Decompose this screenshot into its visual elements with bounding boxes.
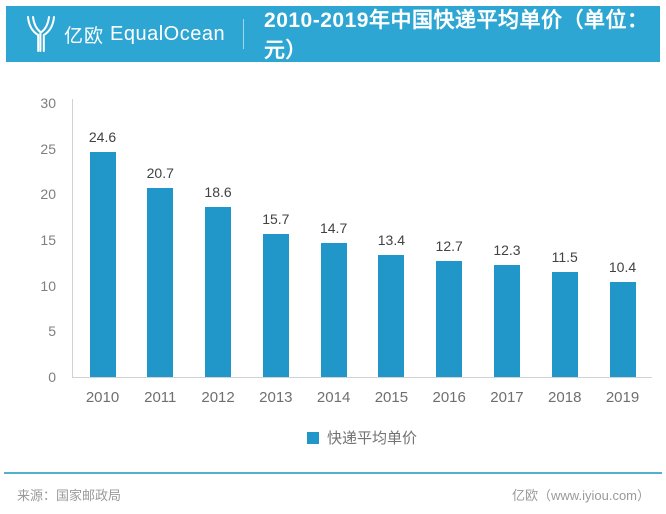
legend: 快递平均单价: [72, 427, 652, 448]
x-tick-label: 2011: [144, 389, 177, 406]
bar-value-label: 20.7: [146, 164, 174, 181]
x-tick-label: 2016: [432, 389, 466, 406]
bar-2012: [205, 207, 232, 377]
bar-2019: [609, 282, 636, 377]
bar-value-label: 18.6: [204, 184, 232, 201]
x-tick-label: 2014: [316, 389, 351, 406]
bar-2015: [378, 254, 405, 377]
header-banner: 亿欧 EqualOcean 2010-2019年中国快递平均单价（单位：元）: [6, 6, 660, 62]
bar-value-label: 24.6: [88, 129, 117, 146]
y-tick-label: 30: [40, 95, 56, 111]
y-tick-label: 25: [40, 140, 56, 157]
bar-2016: [436, 261, 463, 377]
bar-value-label: 12.3: [493, 241, 521, 258]
equalocean-y-logo-icon: [27, 16, 55, 52]
x-axis-line: [72, 377, 652, 378]
bar-value-label: 11.5: [551, 248, 578, 265]
x-tick-label: 2017: [490, 389, 524, 406]
bar-2018: [551, 271, 578, 377]
x-tick-label: 2018: [548, 389, 582, 406]
bar-value-label: 15.7: [262, 210, 290, 227]
bar-2011: [147, 187, 174, 377]
y-tick-label: 5: [48, 323, 56, 340]
bar-value-label: 12.7: [435, 238, 463, 254]
brand-name-en: EqualOcean: [110, 22, 226, 45]
brand-name-cn: 亿欧: [64, 25, 105, 47]
source-text: 来源：国家邮政局: [17, 488, 122, 503]
x-tick-label: 2013: [259, 389, 293, 406]
bar-value-label: 10.4: [608, 259, 637, 275]
y-tick-label: 15: [40, 232, 56, 248]
y-tick-label: 10: [40, 277, 56, 294]
x-tick-label: 2012: [201, 389, 235, 406]
legend-label: 快递平均单价: [326, 430, 417, 447]
brand: 亿欧 EqualOcean: [24, 14, 225, 54]
bar-value-label: 13.4: [377, 231, 406, 248]
x-tick-label: 2010: [85, 389, 120, 406]
bar-value-label: 14.7: [319, 219, 348, 236]
x-tick-label: 2015: [374, 389, 409, 406]
y-tick-label: 0: [48, 369, 56, 385]
page-title: 2010-2019年中国快递平均单价（单位：元）: [264, 9, 649, 62]
header-divider: [243, 19, 245, 49]
legend-swatch: [306, 431, 319, 444]
credit-text: 亿欧（www.iyiou.com）: [512, 488, 650, 503]
bar-2013: [262, 233, 289, 377]
y-axis-line: [72, 99, 73, 378]
footer-divider: [4, 472, 662, 474]
y-tick-label: 20: [40, 186, 56, 203]
bar-2017: [493, 264, 520, 377]
bar-2014: [320, 242, 347, 377]
bar-2010: [89, 152, 116, 377]
x-tick-label: 2019: [605, 389, 640, 406]
